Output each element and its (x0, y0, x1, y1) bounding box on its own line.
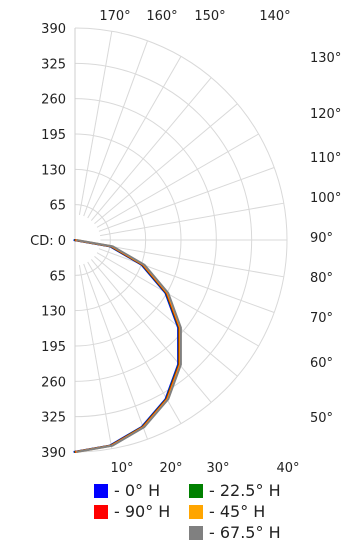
angle-label-right: 130° (310, 51, 341, 66)
angle-label-bottom: 20° (159, 461, 182, 476)
distribution-curves (73, 239, 182, 453)
radial-tick-label: 195 (41, 340, 66, 355)
angle-label-top: 160° (146, 9, 177, 24)
legend-label-0h: - 0° H (114, 481, 161, 500)
legend-row: - 67.5° H (94, 522, 329, 543)
radial-tick-label: 390 (41, 22, 66, 37)
angle-label-bottom: 40° (276, 461, 299, 476)
grid-spoke (98, 248, 275, 313)
grid-spoke (99, 243, 284, 278)
grid-spoke (94, 255, 238, 377)
radial-tick-label: 65 (49, 199, 66, 214)
legend-swatch-0h (94, 483, 108, 498)
grid-spoke (83, 263, 148, 440)
polar-grid (74, 27, 288, 453)
legend-swatch-90h (94, 504, 108, 519)
legend-row: - 90° H - 45° H (94, 501, 329, 522)
angle-label-right: 70° (310, 311, 333, 326)
radial-tick-label: 130 (41, 163, 66, 178)
radial-tick-label: CD: 0 (30, 234, 66, 249)
legend-row: - 0° H - 22.5° H (94, 480, 329, 501)
legend-item-45h: - 45° H (189, 501, 329, 522)
legend: - 0° H - 22.5° H - 90° H - 45° H - 67.5°… (94, 480, 329, 543)
legend-label-90h: - 90° H (114, 502, 171, 521)
legend-label-45h: - 45° H (209, 502, 266, 521)
legend-label-22-5h: - 22.5° H (209, 481, 281, 500)
legend-item-90h: - 90° H (94, 501, 189, 522)
angle-label-right: 50° (310, 411, 333, 426)
radial-tick-label: 325 (41, 411, 66, 426)
axis-labels: 390 325 260 195 130 65 CD: 0 65 130 195 260 325 390 1… (30, 9, 341, 476)
angle-label-right: 80° (310, 271, 333, 286)
polar-candela-chart: 390 325 260 195 130 65 CD: 0 65 130 195 260 325 390 1… (30, 9, 341, 476)
angle-label-bottom: 30° (206, 461, 229, 476)
grid-spoke (78, 31, 113, 216)
radial-tick-label: 65 (49, 269, 66, 284)
angle-label-right: 120° (310, 107, 341, 122)
angle-label-top: 150° (194, 9, 225, 24)
angle-label-top: 140° (259, 9, 290, 24)
grid-spoke (90, 77, 212, 221)
legend-item-22-5h: - 22.5° H (189, 480, 329, 501)
radial-tick-label: 325 (41, 57, 66, 72)
radial-tick-label: 390 (41, 446, 66, 461)
grid-spoke (78, 264, 113, 449)
legend-item-0h: - 0° H (94, 480, 189, 501)
legend-swatch-67-5h (189, 525, 203, 540)
legend-swatch-45h (189, 504, 203, 519)
curve-67-5-h (76, 239, 182, 453)
angle-label-bottom: 10° (110, 461, 133, 476)
radial-tick-label: 195 (41, 128, 66, 143)
radial-tick-label: 260 (41, 375, 66, 390)
grid-spoke (94, 103, 238, 225)
grid-spoke (96, 133, 259, 228)
grid-spoke (83, 40, 148, 217)
angle-label-right: 110° (310, 151, 341, 166)
legend-item-67-5h: - 67.5° H (189, 522, 329, 543)
angle-label-top: 170° (99, 9, 130, 24)
angle-label-right: 100° (310, 191, 341, 206)
grid-spoke (98, 167, 275, 232)
legend-label-67-5h: - 67.5° H (209, 523, 281, 542)
radial-tick-label: 260 (41, 93, 66, 108)
grid-spoke (87, 56, 182, 219)
radial-tick-label: 130 (41, 305, 66, 320)
grid-spoke (90, 259, 212, 403)
angle-label-right: 90° (310, 231, 333, 246)
legend-swatch-22-5h (189, 483, 203, 498)
angle-label-right: 60° (310, 356, 333, 371)
grid-spoke (96, 252, 259, 347)
legend-spacer (94, 526, 189, 540)
grid-spoke (99, 202, 284, 237)
